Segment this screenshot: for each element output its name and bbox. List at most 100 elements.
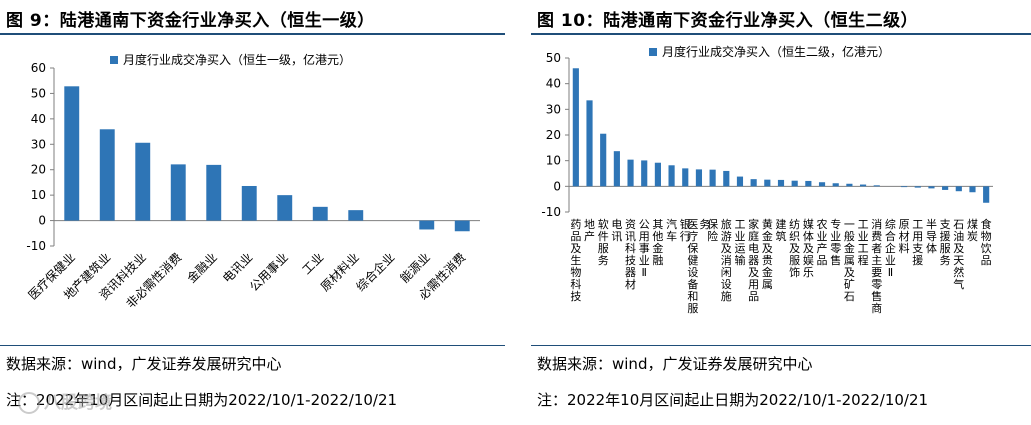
chart-bottom-rule xyxy=(531,345,1031,346)
bar xyxy=(914,186,921,188)
bar xyxy=(709,169,716,187)
x-category-label: 金融业 xyxy=(184,250,220,286)
bar xyxy=(777,179,785,187)
bar xyxy=(586,100,593,187)
bar xyxy=(572,68,579,187)
x-category-label: 原材料业 xyxy=(318,250,362,294)
legend-swatch xyxy=(110,56,118,64)
x-category-label: 地产 xyxy=(584,218,595,243)
y-tick-label: 30 xyxy=(546,102,561,116)
bar xyxy=(135,142,151,221)
bar xyxy=(641,160,648,187)
industry-level2-bar-chart: -10 0 10 20 30 40 50 月度行业成交净买入（恒生二级，亿港元） 药品及生物科技… xyxy=(541,44,993,315)
bar xyxy=(805,180,812,187)
x-category-label: 软件服务 xyxy=(598,217,609,267)
y-tick-label: 60 xyxy=(31,61,46,75)
bar xyxy=(613,151,620,187)
bar xyxy=(277,195,293,221)
x-category-label: 其他金融 xyxy=(652,218,663,267)
x-category-label: 药品及生物科技 xyxy=(570,218,581,303)
x-category-label: 石油及天然气 xyxy=(953,218,964,291)
y-tick-label: -10 xyxy=(541,205,561,219)
x-category-label: 保险 xyxy=(707,217,718,243)
x-category-label: 工用支援 xyxy=(912,218,923,267)
chart-bottom-rule xyxy=(0,345,505,346)
x-category-label: 消费者主要零售商 xyxy=(871,217,882,315)
x-category-label: 公用事业 Ⅱ xyxy=(639,218,650,279)
data-source-note: 数据来源：wind，广发证券发展研究中心 xyxy=(6,355,282,373)
x-category-label: 建筑 xyxy=(776,217,787,243)
bar xyxy=(99,129,115,221)
title-rule xyxy=(0,33,505,35)
y-tick-label: 20 xyxy=(31,163,46,177)
bar xyxy=(454,220,470,232)
y-tick-label: 10 xyxy=(546,154,561,168)
bar xyxy=(873,185,880,187)
y-tick-label: 0 xyxy=(38,214,46,228)
figure-9-title: 图 9：陆港通南下资金行业净买入（恒生一级） xyxy=(6,11,375,31)
x-category-label: 媒体及娱乐 xyxy=(803,218,814,279)
bar xyxy=(695,169,703,187)
data-source-note: 数据来源：wind，广发证券发展研究中心 xyxy=(537,355,813,373)
bar xyxy=(348,210,364,221)
x-category-label: 旅游及消闲设施 xyxy=(721,217,732,303)
industry-level1-bar-chart: -100102030405060月度行业成交净买入（恒生一级，亿港元）医疗保健业… xyxy=(26,52,480,311)
x-category-label: 综合企业 Ⅱ xyxy=(885,217,896,279)
y-tick-label: 50 xyxy=(31,86,46,100)
y-tick-label: 40 xyxy=(31,112,46,126)
bar xyxy=(723,170,730,187)
bar xyxy=(791,180,798,187)
x-category-label: 医疗保健设备和服 xyxy=(687,218,698,315)
x-category-label: 纺织及服饰 xyxy=(789,217,800,279)
x-category-label: 原材料 xyxy=(899,218,910,255)
bar xyxy=(668,165,675,187)
bar xyxy=(859,184,867,187)
bar xyxy=(241,185,257,221)
right-figure-panel: 图 10：陆港通南下资金行业净买入（恒生二级） -10 0 10 20 30 40 50 月度… xyxy=(531,0,1031,425)
x-category-label: 半导体 xyxy=(926,217,937,255)
x-category-label: 一般金属及矿石 xyxy=(844,218,855,303)
watermark-text: 八股跨境 xyxy=(44,393,112,413)
legend-label: 月度行业成交净买入（恒生一级，亿港元） xyxy=(123,52,351,67)
watermark: 八股跨境 xyxy=(18,388,112,414)
x-category-label: 煤炭 xyxy=(967,218,978,243)
bar xyxy=(736,176,744,187)
bar xyxy=(983,186,990,203)
y-tick-label: 10 xyxy=(31,188,46,202)
y-tick-label: 30 xyxy=(31,137,46,151)
x-category-label: 家庭电器及用品 xyxy=(748,217,759,303)
bar xyxy=(942,186,949,190)
bar xyxy=(312,206,328,221)
date-range-note: 注：2022年10月区间起止日期为2022/10/1-2022/10/21 xyxy=(6,391,398,409)
x-category-label: 电讯 xyxy=(611,218,622,243)
date-range-note: 注：2022年10月区间起止日期为2022/10/1-2022/10/21 xyxy=(537,391,929,409)
bar xyxy=(955,186,962,192)
bar xyxy=(750,179,757,187)
legend-swatch xyxy=(649,48,657,56)
bar xyxy=(64,86,80,221)
bar xyxy=(832,183,839,187)
x-category-label: 务 xyxy=(699,218,710,231)
y-tick-label: 0 xyxy=(553,179,561,193)
y-tick-label: 20 xyxy=(546,128,561,142)
x-category-label: 食物饮品 xyxy=(981,217,992,267)
x-category-label: 银行 xyxy=(680,217,691,243)
x-category-label: 工业运输 xyxy=(734,218,745,267)
bar xyxy=(901,186,908,188)
bar xyxy=(928,186,935,189)
figure-10-title: 图 10：陆港通南下资金行业净买入（恒生二级） xyxy=(537,11,919,31)
legend-label: 月度行业成交净买入（恒生二级，亿港元） xyxy=(662,44,890,59)
left-figure-panel: 图 9：陆港通南下资金行业净买入（恒生一级） -10 0 10 20 30 40 50 60 月… xyxy=(0,0,505,425)
x-category-label: 工业工程 xyxy=(858,218,869,267)
bar xyxy=(419,220,435,230)
x-category-label: 专业零售 xyxy=(830,217,841,267)
bar xyxy=(600,133,607,187)
x-category-label: 汽车 xyxy=(666,217,677,243)
x-category-label: 黄金及贵金属 xyxy=(762,217,773,291)
watermark-logo-icon xyxy=(18,392,40,414)
title-rule xyxy=(531,33,1031,35)
x-category-label: 资讯科技器材 xyxy=(625,218,636,291)
x-category-label: 支援服务 xyxy=(940,218,951,267)
bar xyxy=(170,164,186,221)
bar xyxy=(969,186,976,193)
